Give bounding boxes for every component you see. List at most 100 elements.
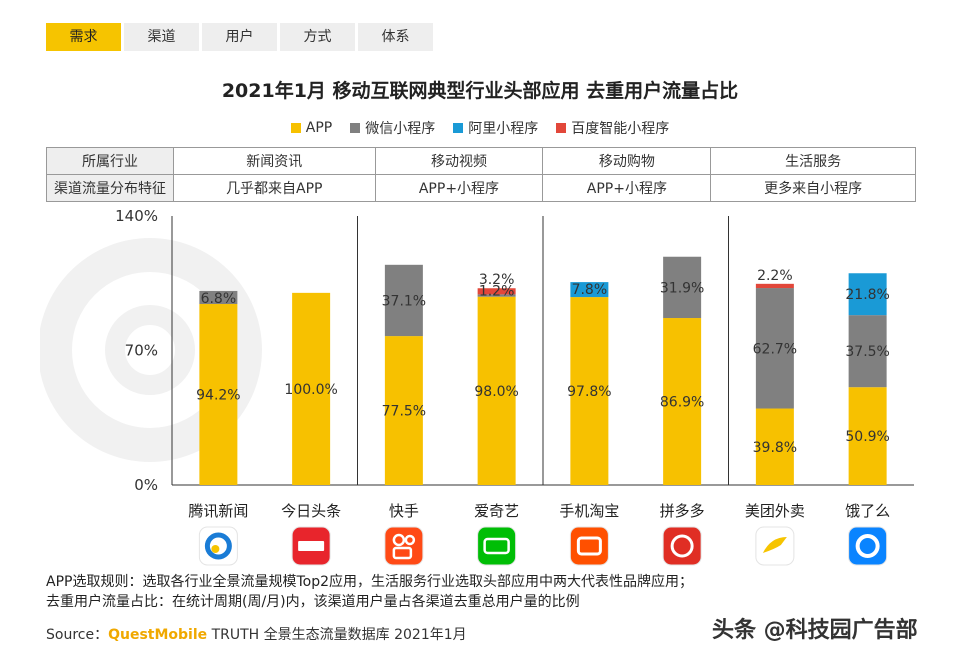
data-label-app: 39.8% bbox=[753, 440, 797, 456]
legend-item-baidu: 百度智能小程序 bbox=[556, 118, 669, 138]
kuaishou-icon bbox=[384, 526, 424, 566]
footnote-line-1: APP选取规则：选取各行业全景流量规模Top2应用，生活服务行业选取头部应用中两… bbox=[46, 574, 693, 590]
bar-segment-app bbox=[755, 408, 794, 485]
data-label-app: 86.9% bbox=[660, 395, 704, 411]
x-tick-label: 今日头条 bbox=[281, 502, 341, 520]
bar-segment-wechat bbox=[477, 294, 516, 297]
taobao-icon-bg bbox=[569, 526, 609, 566]
legend-label-alipay: 阿里小程序 bbox=[468, 121, 539, 137]
iqiyi-icon-frame bbox=[483, 537, 510, 555]
data-label-wechat: 31.9% bbox=[660, 280, 704, 296]
eleme-icon-ring bbox=[855, 534, 880, 558]
pinduoduo-icon-bg bbox=[662, 526, 702, 566]
data-label-wechat: 37.1% bbox=[382, 293, 426, 309]
legend-swatch-alipay bbox=[453, 123, 464, 133]
source-brand: QuestMobile bbox=[108, 627, 208, 643]
legend-label-app: APP bbox=[305, 120, 333, 136]
table-row-feature: 渠道流量分布特征 几乎都来自APP APP+小程序 APP+小程序 更多来自小程… bbox=[46, 174, 916, 202]
x-tick-label: 手机淘宝 bbox=[559, 502, 619, 520]
bar-segment-wechat bbox=[848, 315, 887, 388]
legend-swatch-wechat bbox=[350, 123, 361, 133]
footnote-line-2: 去重用户流量占比：在统计周期(周/月)内，该渠道用户量占各渠道去重总用户量的比例 bbox=[46, 594, 580, 610]
toutiao-icon-bar bbox=[298, 541, 325, 551]
data-label-app: 97.8% bbox=[567, 384, 611, 400]
table-cell-industry: 移动购物 bbox=[542, 147, 712, 175]
pinduoduo-icon bbox=[662, 526, 702, 566]
tab-method[interactable]: 方式 bbox=[280, 23, 355, 51]
industry-table: 所属行业 新闻资讯 移动视频 移动购物 生活服务 渠道流量分布特征 几乎都来自A… bbox=[46, 147, 916, 202]
table-cell-feature: APP+小程序 bbox=[542, 174, 712, 202]
tab-system[interactable]: 体系 bbox=[358, 23, 433, 51]
bar-segment-alipay bbox=[570, 282, 609, 298]
table-cell-industry: 移动视频 bbox=[374, 147, 544, 175]
legend-item-alipay: 阿里小程序 bbox=[453, 118, 538, 138]
bar-segment-app bbox=[570, 297, 609, 485]
footnotes: APP选取规则：选取各行业全景流量规模Top2应用，生活服务行业选取头部应用中两… bbox=[46, 572, 693, 612]
table-cell-feature: 几乎都来自APP bbox=[173, 174, 376, 202]
tab-user[interactable]: 用户 bbox=[202, 23, 277, 51]
source-line: Source：QuestMobile TRUTH 全景生态流量数据库 2021年… bbox=[46, 624, 467, 644]
bar-segment-app bbox=[477, 296, 516, 485]
kuaishou-icon-circle bbox=[404, 534, 416, 546]
data-label-wechat: 6.8% bbox=[201, 291, 237, 307]
bar-segment-baidu bbox=[477, 288, 516, 295]
bar-segment-baidu bbox=[755, 283, 794, 289]
data-label-app: 77.5% bbox=[382, 404, 426, 420]
bar-segment-wechat bbox=[663, 256, 702, 319]
tencent-news-icon-dot bbox=[211, 545, 220, 553]
table-cell-feature: APP+小程序 bbox=[374, 174, 544, 202]
legend-swatch-app bbox=[290, 123, 301, 133]
data-label-wechat: 62.7% bbox=[753, 341, 797, 357]
legend-swatch-baidu bbox=[556, 123, 567, 133]
stacked-bar-chart: 0% 70% 140% 94.2% 6.8% 腾讯新闻 100.0% 今日头条 77.5% 37.… bbox=[115, 207, 914, 566]
kuaishou-icon-circle bbox=[392, 533, 406, 547]
data-label-app: 94.2% bbox=[196, 388, 240, 404]
taobao-icon bbox=[569, 526, 609, 566]
table-cell-feature: 更多来自小程序 bbox=[710, 174, 916, 202]
eleme-icon bbox=[848, 526, 888, 566]
iqiyi-icon bbox=[477, 526, 517, 566]
taobao-icon-frame bbox=[576, 536, 602, 556]
legend-item-app: APP bbox=[290, 118, 333, 138]
legend-label-wechat: 微信小程序 bbox=[365, 121, 436, 137]
bar-segment-app bbox=[292, 292, 331, 485]
data-label-app: 50.9% bbox=[845, 429, 889, 445]
chart-title: 2021年1月 移动互联网典型行业头部应用 去重用户流量占比 bbox=[221, 80, 739, 102]
table-row-industry: 所属行业 新闻资讯 移动视频 移动购物 生活服务 bbox=[46, 147, 916, 175]
table-head-industry: 所属行业 bbox=[46, 147, 174, 175]
data-label-baidu: 3.2% bbox=[479, 272, 515, 288]
bar-segment-app bbox=[848, 387, 887, 485]
table-cell-industry: 新闻资讯 bbox=[173, 147, 376, 175]
data-label-wechat: 37.5% bbox=[845, 344, 889, 360]
data-label-baidu: 2.2% bbox=[757, 268, 793, 284]
tab-bar: 需求 渠道 用户 方式 体系 bbox=[46, 23, 433, 51]
watermark-logo bbox=[40, 238, 262, 462]
data-label-app: 98.0% bbox=[474, 384, 518, 400]
bar-segment-wechat bbox=[199, 290, 238, 305]
data-label-alipay: 7.8% bbox=[572, 282, 608, 298]
tab-channel[interactable]: 渠道 bbox=[124, 23, 199, 51]
table-cell-industry: 生活服务 bbox=[710, 147, 916, 175]
bar-segment-app bbox=[663, 318, 702, 485]
legend-item-wechat: 微信小程序 bbox=[350, 118, 435, 138]
kuaishou-icon-body bbox=[392, 546, 413, 560]
x-tick-label: 饿了么 bbox=[845, 502, 890, 520]
pinduoduo-icon-ring bbox=[670, 534, 694, 558]
data-label-app: 100.0% bbox=[284, 382, 337, 398]
iqiyi-icon-bg bbox=[477, 526, 517, 566]
toutiao-watermark: 头条 @科技园广告部 bbox=[712, 618, 918, 643]
x-tick-label: 腾讯新闻 bbox=[188, 502, 248, 520]
y-tick-label: 70% bbox=[125, 342, 158, 360]
x-tick-label: 快手 bbox=[389, 502, 419, 520]
bar-segment-app bbox=[384, 336, 423, 485]
tab-demand[interactable]: 需求 bbox=[46, 23, 121, 51]
chart-legend: APP 微信小程序 阿里小程序 百度智能小程序 bbox=[0, 118, 960, 138]
x-tick-label: 美团外卖 bbox=[745, 502, 805, 520]
bar-segment-wechat bbox=[384, 264, 423, 337]
source-prefix: Source： bbox=[46, 627, 109, 643]
bar-segment-app bbox=[199, 304, 238, 485]
eleme-icon-bg bbox=[848, 526, 888, 566]
data-label-alipay: 21.8% bbox=[845, 287, 889, 303]
table-head-feature: 渠道流量分布特征 bbox=[46, 174, 174, 202]
x-tick-label: 爱奇艺 bbox=[474, 502, 519, 520]
